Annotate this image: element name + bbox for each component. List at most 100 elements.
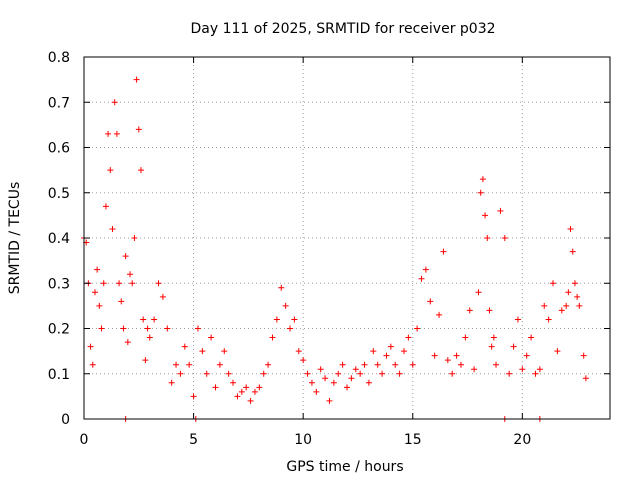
data-point: [260, 370, 267, 377]
data-point: [370, 348, 377, 355]
data-point: [247, 397, 254, 404]
data-point: [140, 316, 147, 323]
data-point: [444, 357, 451, 364]
data-point: [462, 334, 469, 341]
data-point: [374, 361, 381, 368]
data-point: [528, 334, 535, 341]
data-points: [81, 76, 589, 422]
data-point: [256, 384, 263, 391]
data-point: [405, 334, 412, 341]
data-point: [295, 348, 302, 355]
data-point: [155, 280, 162, 287]
data-point: [243, 384, 250, 391]
data-point: [361, 361, 368, 368]
data-point: [113, 130, 120, 137]
data-point: [216, 361, 223, 368]
data-point: [151, 316, 158, 323]
data-point: [96, 302, 103, 309]
series-SRMTID: [81, 76, 589, 404]
data-point: [418, 275, 425, 282]
data-point: [124, 339, 131, 346]
data-point: [87, 343, 94, 350]
x-tick-label: 10: [294, 432, 312, 448]
y-tick-label: 0.3: [48, 276, 70, 292]
data-point: [186, 361, 193, 368]
x-tick-label: 20: [513, 432, 531, 448]
data-point: [208, 334, 215, 341]
data-point: [221, 348, 228, 355]
data-point: [414, 325, 421, 332]
data-point: [225, 370, 232, 377]
data-point: [532, 370, 539, 377]
data-point: [436, 311, 443, 318]
data-point: [400, 348, 407, 355]
data-point: [181, 343, 188, 350]
data-point: [477, 189, 484, 196]
data-point: [322, 375, 329, 382]
y-tick-label: 0.1: [48, 367, 70, 383]
data-point: [107, 167, 114, 174]
data-point: [98, 325, 105, 332]
data-point: [177, 370, 184, 377]
data-point: [199, 348, 206, 355]
data-point: [569, 248, 576, 255]
data-point: [238, 388, 245, 395]
data-point: [523, 352, 530, 359]
data-point: [146, 334, 153, 341]
data-point: [484, 235, 491, 241]
data-point: [304, 370, 311, 377]
chart-title: Day 111 of 2025, SRMTID for receiver p03…: [190, 21, 495, 37]
data-point: [269, 334, 276, 341]
data-point: [122, 253, 129, 260]
data-point: [300, 357, 307, 364]
data-point: [493, 361, 500, 368]
y-tick-label: 0.8: [48, 50, 70, 66]
data-point: [536, 366, 543, 373]
data-point: [352, 366, 359, 373]
data-point: [273, 316, 280, 323]
data-point: [127, 271, 134, 278]
data-point: [168, 379, 175, 386]
y-tick-label: 0.4: [48, 231, 70, 247]
data-point: [541, 302, 548, 309]
data-point: [453, 352, 460, 359]
data-point: [471, 366, 478, 373]
data-point: [120, 325, 127, 332]
data-point: [135, 126, 142, 133]
data-point: [335, 370, 342, 377]
data-point: [348, 375, 355, 382]
data-point: [109, 225, 116, 232]
data-point: [330, 379, 337, 386]
data-point: [326, 397, 333, 404]
data-point: [440, 248, 447, 255]
data-point: [449, 370, 456, 377]
data-point: [129, 280, 136, 287]
data-point: [194, 325, 201, 332]
data-point: [313, 388, 320, 395]
data-point: [567, 225, 574, 232]
data-point: [344, 384, 350, 391]
data-point: [396, 370, 403, 377]
data-point: [431, 352, 438, 359]
data-point: [392, 361, 399, 368]
axis-ticks: 0 0.1 0.2 0.3 0.4 0.5 0.6 0.7 0.8 0 5 10 15 20: [48, 50, 610, 448]
data-point: [159, 293, 166, 300]
data-point: [479, 176, 486, 183]
data-point: [116, 280, 123, 287]
y-tick-label: 0.7: [48, 95, 70, 111]
data-point: [565, 289, 572, 296]
data-point: [164, 325, 171, 332]
data-point: [91, 289, 98, 296]
gridlines: [84, 57, 610, 419]
data-point: [203, 370, 210, 377]
data-point: [558, 307, 565, 314]
data-point: [387, 343, 394, 350]
data-point: [409, 361, 416, 368]
data-point: [571, 280, 578, 287]
data-point: [582, 375, 589, 382]
y-tick-label: 0.5: [48, 186, 70, 202]
data-point: [550, 280, 557, 287]
data-point: [251, 388, 258, 395]
y-axis-label: SRMTID / TECUs: [7, 182, 23, 295]
x-tick-label: 15: [404, 432, 422, 448]
